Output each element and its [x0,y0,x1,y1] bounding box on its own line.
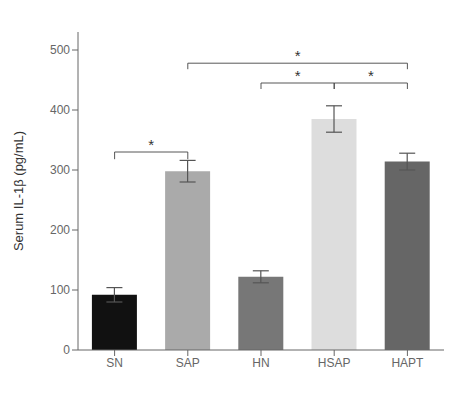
svg-text:*: * [368,67,374,84]
svg-text:300: 300 [50,163,70,177]
svg-text:*: * [295,47,301,64]
svg-text:200: 200 [50,223,70,237]
svg-text:HN: HN [252,356,269,370]
svg-text:SN: SN [106,356,123,370]
svg-text:*: * [148,136,154,153]
svg-text:*: * [295,67,301,84]
svg-text:HAPT: HAPT [391,356,424,370]
svg-text:0: 0 [63,343,70,357]
svg-text:100: 100 [50,283,70,297]
svg-text:Serum IL-1β (pg/mL): Serum IL-1β (pg/mL) [11,131,26,251]
svg-text:HSAP: HSAP [318,356,351,370]
svg-text:SAP: SAP [176,356,200,370]
svg-text:400: 400 [50,103,70,117]
svg-text:500: 500 [50,43,70,57]
